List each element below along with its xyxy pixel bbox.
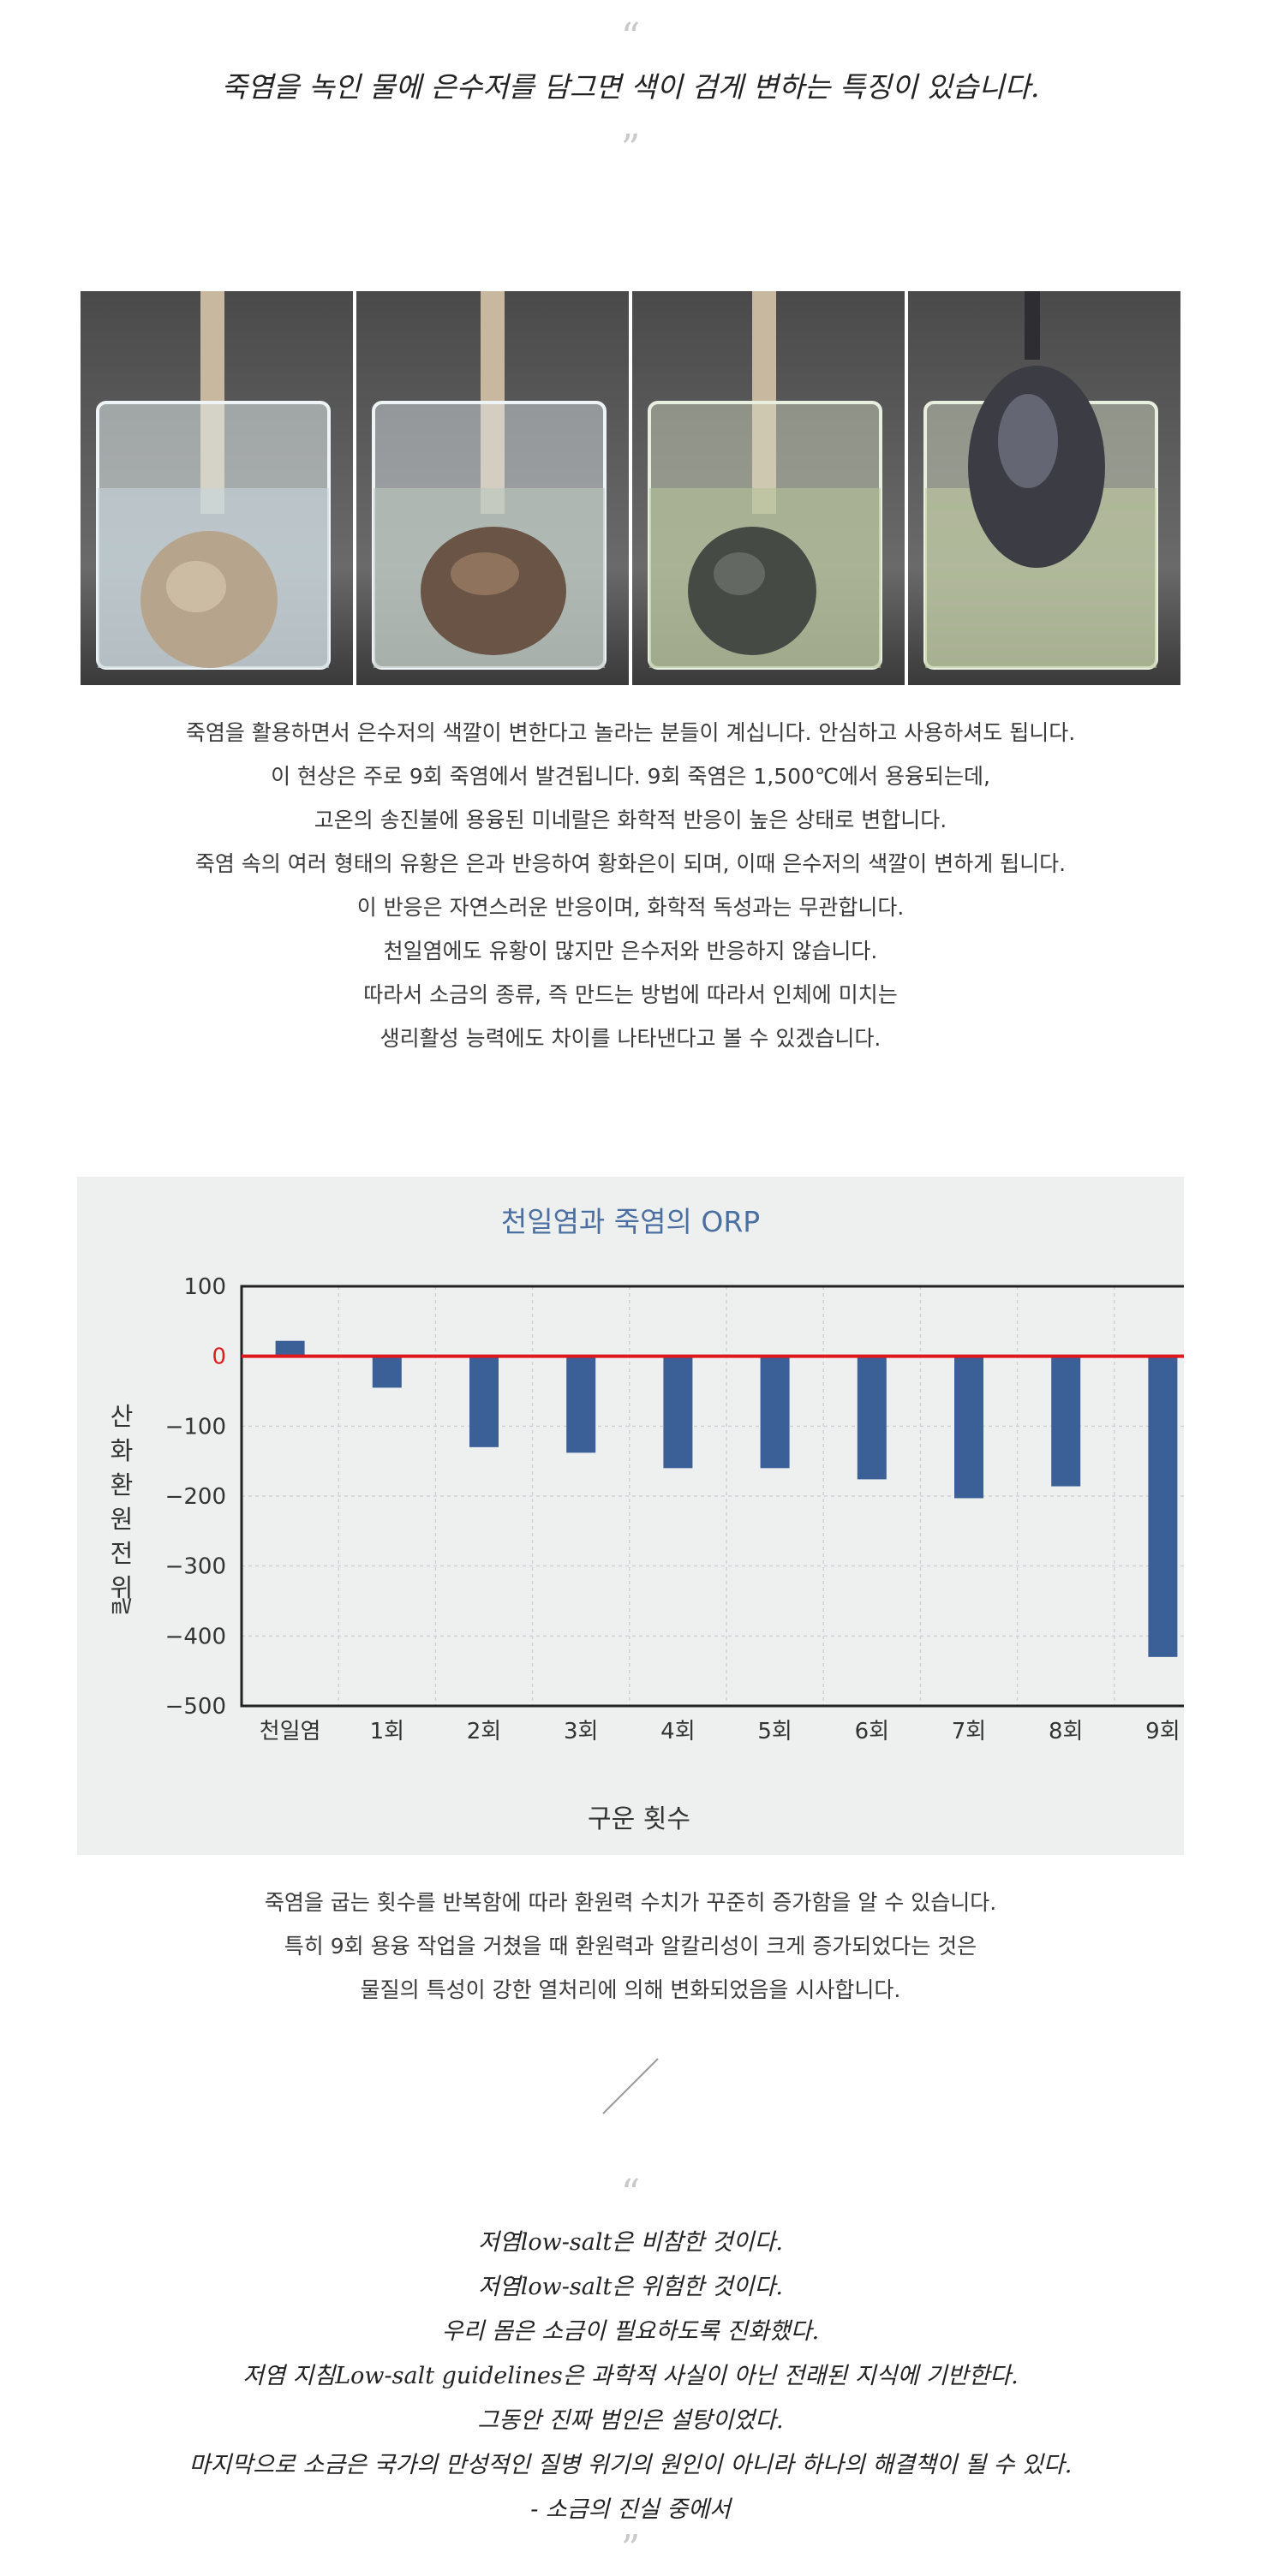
- paragraph-line: 이 반응은 자연스러운 반응이며, 화학적 독성과는 무관합니다.: [356, 895, 905, 920]
- y-axis-unit: ㎷: [111, 1595, 132, 1619]
- x-tick-label: 1회: [370, 1719, 404, 1744]
- x-tick-label: 7회: [952, 1719, 986, 1744]
- x-tick-label: 6회: [855, 1719, 889, 1744]
- x-tick-label: 3회: [564, 1719, 598, 1744]
- bar-6: [760, 1356, 790, 1469]
- bar-7: [857, 1356, 887, 1480]
- paragraph-line: 물질의 특성이 강한 열처리에 의해 변화되었음을 시사합니다.: [360, 1977, 901, 2002]
- beaker-spoon-black-lifted-icon: [923, 291, 1158, 670]
- y-axis-label-char: 환: [111, 1470, 134, 1500]
- beaker-spoon-bronze-icon: [372, 291, 607, 670]
- bar-2: [372, 1356, 402, 1388]
- bar-5: [663, 1356, 693, 1469]
- y-tick-label: −100: [165, 1414, 226, 1440]
- paragraph-line: 죽염을 굽는 횟수를 반복함에 따라 환원력 수치가 꾸준히 증가함을 알 수 …: [264, 1890, 997, 1915]
- paragraph-line: 따라서 소금의 종류, 즉 만드는 방법에 따라서 인체에 미치는: [363, 982, 898, 1007]
- paragraph-silver-spoon: 죽염을 활용하면서 은수저의 색깔이 변한다고 놀라는 분들이 계십니다. 안심…: [0, 711, 1261, 1060]
- beaker-photo-4: [908, 291, 1180, 685]
- y-axis-label-char: 화: [111, 1436, 134, 1465]
- beaker-photo-strip: [81, 291, 1180, 685]
- beaker-photo-3: [632, 291, 905, 685]
- x-tick-label: 8회: [1049, 1719, 1083, 1744]
- chart-grid: [242, 1285, 1211, 1707]
- paragraph-line: 천일염에도 유황이 많지만 은수저와 반응하지 않습니다.: [383, 939, 878, 963]
- beaker-spoon-dark-icon: [648, 291, 882, 670]
- diagonal-divider: [602, 2058, 659, 2114]
- bar-4: [566, 1356, 596, 1453]
- quote-line: 저염low-salt은 위험한 것이다.: [478, 2274, 783, 2300]
- bar-8: [954, 1356, 983, 1499]
- y-axis-label-char: 전: [111, 1539, 134, 1568]
- chart-ticks: 100 0 −100 −200 −300 −400 −500 천일염 1회 2회 3회 4회 5회 6회 7…: [165, 1274, 1180, 1744]
- close-quote-mark: ”: [620, 127, 641, 170]
- y-tick-label: −400: [165, 1624, 226, 1649]
- bottom-quote-text: 저염low-salt은 비참한 것이다. 저염low-salt은 위험한 것이다…: [0, 2221, 1261, 2532]
- chart-bars: [275, 1340, 1178, 1657]
- paragraph-line: 죽염 속의 여러 형태의 유황은 은과 반응하여 황화은이 되며, 이때 은수저…: [194, 851, 1067, 876]
- y-tick-label: 0: [212, 1345, 226, 1370]
- x-tick-label: 2회: [467, 1719, 501, 1744]
- paragraph-line: 특히 9회 용융 작업을 거쳤을 때 환원력과 알칼리성이 크게 증가되었다는 …: [284, 1934, 977, 1959]
- y-tick-label: −500: [165, 1694, 226, 1720]
- x-tick-label: 9회: [1145, 1719, 1180, 1744]
- top-quote-text: 죽염을 녹인 물에 은수저를 담그면 색이 검게 변하는 특징이 있습니다.: [221, 70, 1040, 104]
- y-axis-label-char: 원: [111, 1505, 134, 1534]
- beaker-spoon-clear-icon: [96, 291, 331, 670]
- x-tick-label: 5회: [757, 1719, 792, 1744]
- open-quote-mark: “: [620, 15, 641, 59]
- y-axis-label-char: 위: [111, 1573, 134, 1602]
- y-tick-label: −300: [165, 1554, 226, 1580]
- y-tick-label: 100: [183, 1274, 226, 1300]
- beaker-photo-2: [356, 291, 629, 685]
- y-tick-label: −200: [165, 1484, 226, 1510]
- bar-1: [275, 1340, 305, 1357]
- quote-line: 저염 지침Low-salt guidelines은 과학적 사실이 아닌 전래된…: [242, 2363, 1019, 2389]
- x-axis-label: 구운 횟수: [588, 1804, 690, 1834]
- paragraph-line: 생리활성 능력에도 차이를 나타낸다고 볼 수 있겠습니다.: [379, 1026, 882, 1051]
- beaker-photo-1: [81, 291, 353, 685]
- paragraph-line: 죽염을 활용하면서 은수저의 색깔이 변한다고 놀라는 분들이 계십니다. 안심…: [185, 720, 1076, 745]
- quote-source: - 소금의 진실 중에서: [530, 2496, 731, 2523]
- paragraph-line: 고온의 송진불에 용융된 미네랄은 화학적 반응이 높은 상태로 변합니다.: [314, 808, 947, 832]
- bar-3: [469, 1356, 499, 1447]
- chart-title: 천일염과 죽염의 ORP: [501, 1205, 760, 1238]
- quote-line: 우리 몸은 소금이 필요하도록 진화했다.: [441, 2318, 820, 2345]
- paragraph-line: 이 현상은 주로 9회 죽염에서 발견됩니다. 9회 죽염은 1,500℃에서 …: [271, 764, 990, 789]
- quote-line: 그동안 진짜 범인은 설탕이었다.: [477, 2407, 784, 2434]
- x-tick-label: 4회: [660, 1719, 695, 1744]
- bar-9: [1051, 1356, 1081, 1487]
- quote-line: 마지막으로 소금은 국가의 만성적인 질병 위기의 원인이 아니라 하나의 해결…: [188, 2452, 1073, 2478]
- paragraph-orp-explanation: 죽염을 굽는 횟수를 반복함에 따라 환원력 수치가 꾸준히 증가함을 알 수 …: [0, 1881, 1261, 2012]
- open-quote-mark: “: [620, 2172, 641, 2215]
- y-axis-label-char: 산: [111, 1402, 134, 1431]
- bar-10: [1148, 1356, 1178, 1657]
- quote-line: 저염low-salt은 비참한 것이다.: [478, 2229, 783, 2256]
- x-tick-label: 천일염: [260, 1719, 321, 1744]
- close-quote-mark: ”: [620, 2527, 641, 2571]
- plot-frame: [240, 1285, 1213, 1708]
